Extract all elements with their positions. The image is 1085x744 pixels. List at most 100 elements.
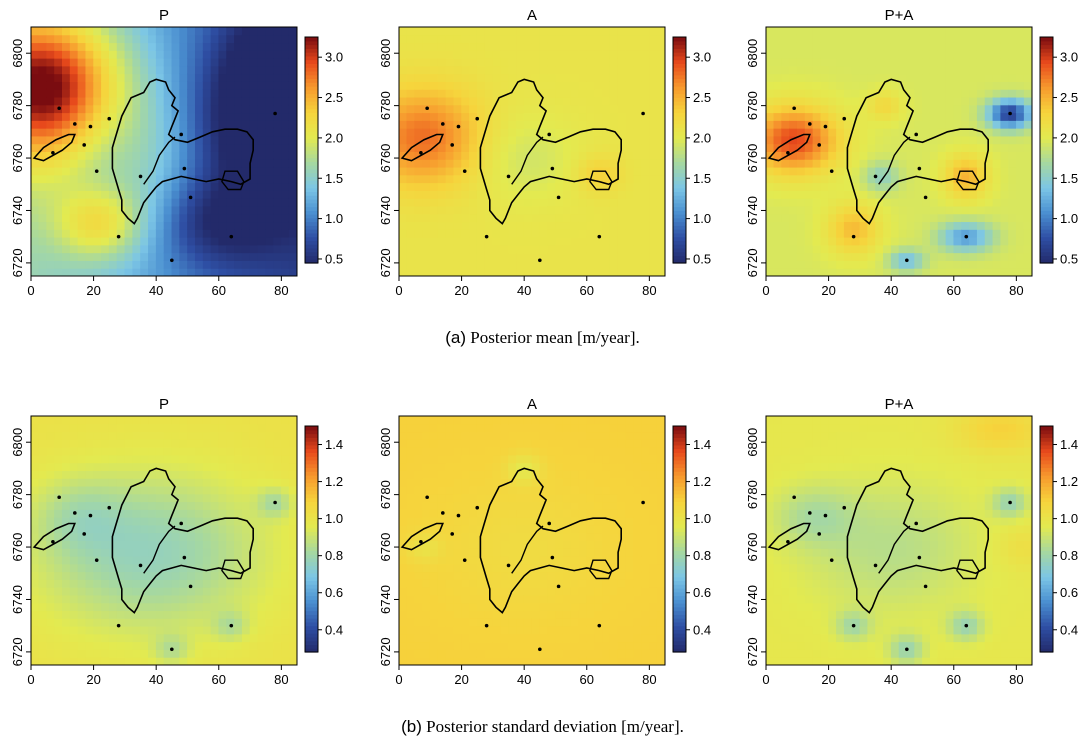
observation-point xyxy=(441,122,445,126)
heatmap-field xyxy=(766,27,1032,276)
y-tick-label: 6760 xyxy=(745,533,760,562)
colorbar-tick-label: 1.2 xyxy=(1060,474,1078,489)
observation-point xyxy=(475,116,480,121)
colorbar-tick-label: 0.4 xyxy=(1060,622,1078,637)
colorbar-tick-label: 1.2 xyxy=(693,474,711,489)
observation-point xyxy=(905,647,909,652)
caption-a: (a) Posterior mean [m/year]. xyxy=(0,328,1085,348)
x-tick-label: 60 xyxy=(947,283,961,298)
island-outline xyxy=(400,522,444,551)
y-tick-label: 6720 xyxy=(10,637,25,666)
observation-point xyxy=(450,143,455,147)
observation-point xyxy=(547,132,552,137)
observation-point xyxy=(817,143,821,147)
lake-outline xyxy=(589,170,613,191)
island-outline xyxy=(767,522,811,551)
glacier-divide xyxy=(511,136,544,185)
y-tick-label: 6720 xyxy=(10,248,25,277)
plot-frame xyxy=(398,415,666,666)
heatmap-field xyxy=(766,416,1032,665)
colorbar-tick-label: 1.0 xyxy=(325,511,343,526)
y-tick-label: 6800 xyxy=(10,39,25,68)
observation-point xyxy=(484,623,489,628)
colorbar-tick-label: 1.0 xyxy=(325,211,343,226)
colorbar-tick-label: 3.0 xyxy=(1060,50,1078,65)
x-tick-label: 80 xyxy=(274,672,288,687)
observation-point xyxy=(229,234,234,239)
observation-point xyxy=(550,555,555,560)
colorbar-tick-label: 2.0 xyxy=(693,130,711,145)
colorbar xyxy=(1039,36,1054,264)
colorbar-tick-label: 3.0 xyxy=(325,50,343,65)
observation-point xyxy=(138,563,143,568)
x-tick-label: 80 xyxy=(1009,672,1023,687)
x-tick-label: 0 xyxy=(27,672,34,687)
y-tick-label: 6720 xyxy=(745,637,760,666)
colorbar-tick-label: 1.0 xyxy=(1060,511,1078,526)
observation-point xyxy=(107,505,112,510)
island-outline xyxy=(32,133,76,162)
caption-b: (b) Posterior standard deviation [m/year… xyxy=(0,717,1085,737)
y-tick-label: 6800 xyxy=(378,428,393,457)
y-tick-label: 6780 xyxy=(745,480,760,509)
heatmap-field xyxy=(399,27,665,276)
colorbar-tick-label: 0.4 xyxy=(325,622,343,637)
observation-point xyxy=(851,234,856,239)
glacier-divide xyxy=(878,525,911,574)
x-tick-label: 60 xyxy=(212,283,226,298)
colorbar-tick-label: 0.8 xyxy=(1060,548,1078,563)
plot-frame xyxy=(30,26,298,277)
x-tick-label: 0 xyxy=(395,283,402,298)
colorbar-tick-label: 0.5 xyxy=(1060,251,1078,266)
island-outline xyxy=(400,133,444,162)
x-tick-label: 20 xyxy=(454,283,468,298)
y-tick-label: 6740 xyxy=(378,196,393,225)
observation-point xyxy=(556,584,561,589)
observation-point xyxy=(73,511,77,515)
observation-point xyxy=(842,116,847,121)
observation-point xyxy=(556,195,561,200)
observation-point xyxy=(57,106,61,111)
y-tick-label: 6720 xyxy=(378,637,393,666)
observation-point xyxy=(57,495,61,500)
glacier-divide xyxy=(143,136,176,185)
observation-point xyxy=(547,521,552,526)
observation-point xyxy=(823,513,828,518)
chart-title: P xyxy=(159,7,169,24)
observation-point xyxy=(450,532,455,536)
observation-point xyxy=(808,122,812,126)
y-tick-label: 6780 xyxy=(10,91,25,120)
y-tick-label: 6780 xyxy=(745,91,760,120)
colorbar xyxy=(672,425,687,653)
observation-point xyxy=(506,563,511,568)
observation-point xyxy=(829,558,834,562)
x-tick-label: 80 xyxy=(642,672,656,687)
observation-point xyxy=(94,558,99,562)
y-tick-label: 6740 xyxy=(745,196,760,225)
observation-point xyxy=(419,151,423,155)
observation-point xyxy=(538,258,542,263)
y-tick-label: 6740 xyxy=(378,585,393,614)
observation-point xyxy=(456,513,461,518)
observation-point xyxy=(792,106,796,111)
observation-point xyxy=(808,511,812,515)
x-tick-label: 40 xyxy=(149,672,163,687)
chart-title: P+A xyxy=(885,396,914,413)
y-tick-label: 6800 xyxy=(745,428,760,457)
observation-point xyxy=(188,195,193,200)
observation-point xyxy=(914,132,919,137)
plot-frame xyxy=(30,415,298,666)
plot-frame xyxy=(765,415,1033,666)
observation-point xyxy=(273,500,277,505)
chart-panel-b-3: P+A 0 20 40 60 80 6720 6740 6760 6780 6800 0.4 0.6 0.… xyxy=(745,396,1078,687)
observation-point xyxy=(484,234,489,239)
observation-point xyxy=(182,555,187,560)
y-tick-label: 6720 xyxy=(378,248,393,277)
observation-point xyxy=(94,169,99,173)
observation-point xyxy=(419,540,423,544)
colorbar-tick-label: 0.5 xyxy=(325,251,343,266)
observation-point xyxy=(229,623,234,628)
colorbar-tick-label: 1.5 xyxy=(1060,171,1078,186)
chart-panel-a-3: P+A 0 20 40 60 80 6720 6740 6760 6780 6800 0.5 1.0 1.… xyxy=(745,7,1078,298)
x-tick-label: 20 xyxy=(821,672,835,687)
